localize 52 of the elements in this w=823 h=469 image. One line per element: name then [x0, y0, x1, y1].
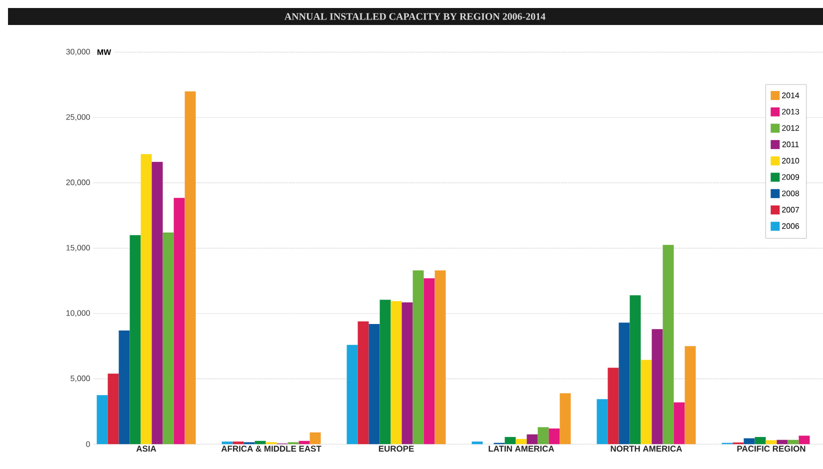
bar	[798, 436, 810, 444]
chart-title: ANNUAL INSTALLED CAPACITY BY REGION 2006-2014	[284, 13, 546, 20]
bar	[424, 278, 435, 444]
bar	[608, 368, 619, 444]
bar	[368, 324, 380, 444]
bar	[684, 346, 696, 444]
bar	[222, 442, 233, 444]
bar	[152, 162, 163, 444]
bar	[118, 330, 130, 444]
bar	[754, 436, 766, 444]
x-tick-label: EUROPE	[378, 446, 414, 452]
bar	[516, 438, 527, 444]
bar	[174, 198, 185, 444]
bar	[184, 91, 196, 444]
bar	[538, 427, 549, 444]
bar	[96, 395, 108, 444]
bar	[526, 434, 538, 444]
bar	[380, 300, 391, 444]
bar	[766, 440, 777, 444]
x-tick-label: ASIA	[136, 446, 156, 452]
x-tick-label: NORTH AMERICA	[610, 446, 682, 452]
bar	[140, 154, 152, 444]
bar	[434, 270, 446, 444]
bar	[130, 235, 141, 444]
bar	[662, 244, 674, 444]
bar	[108, 374, 119, 444]
bar	[744, 438, 755, 444]
bar	[412, 270, 424, 444]
bar	[390, 301, 402, 444]
bar	[232, 442, 244, 444]
bar	[548, 428, 560, 444]
bar	[596, 399, 608, 444]
bar	[776, 440, 788, 444]
bar	[788, 440, 799, 444]
bar	[640, 360, 652, 444]
bar	[254, 440, 266, 444]
bar	[346, 344, 358, 444]
bar	[402, 302, 413, 444]
bar	[560, 393, 571, 444]
bar	[162, 232, 174, 444]
bar	[358, 321, 369, 444]
x-tick-label: PACIFIC REGION	[737, 446, 806, 452]
bar	[674, 402, 685, 444]
bar	[472, 442, 483, 444]
bar	[618, 322, 630, 444]
bar	[504, 436, 516, 444]
bar	[298, 440, 310, 444]
x-tick-label: AFRICA & MIDDLE EAST	[221, 446, 322, 452]
bar	[310, 432, 321, 444]
bar	[652, 329, 663, 444]
x-tick-label: LATIN AMERICA	[488, 446, 554, 452]
bar	[630, 295, 641, 444]
